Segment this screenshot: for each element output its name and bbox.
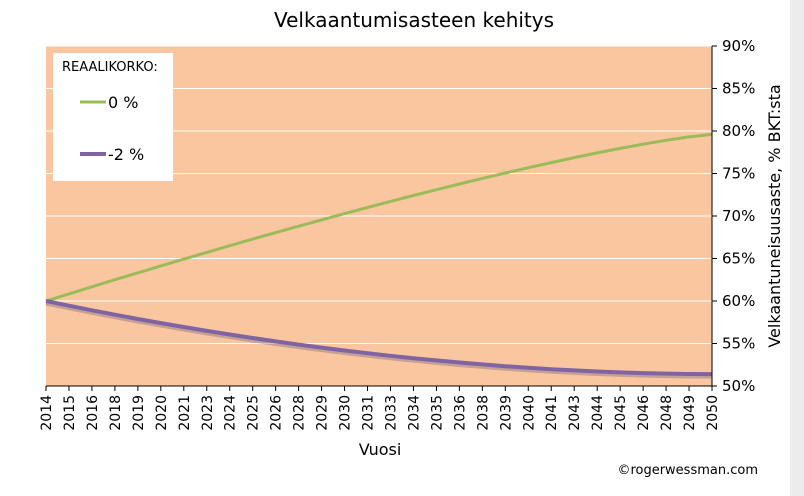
x-tick-label: 2041 bbox=[544, 395, 560, 431]
x-tick-label: 2039 bbox=[498, 395, 514, 431]
x-tick-label: 2014 bbox=[39, 395, 55, 431]
x-tick-label: 2043 bbox=[567, 395, 583, 431]
legend-label-0: 0 % bbox=[108, 93, 138, 112]
x-tick-label: 2018 bbox=[108, 395, 124, 431]
y-tick-label: 90% bbox=[722, 37, 755, 55]
y-tick-label: 70% bbox=[722, 207, 755, 225]
y-tick-labels: 50% 55% 60% 65% 70% 75% 80% 85% 90% bbox=[722, 37, 755, 395]
x-tick-label: 2036 bbox=[452, 395, 468, 431]
chart-title: Velkaantumisasteen kehitys bbox=[274, 8, 554, 32]
series-line-0 bbox=[45, 132, 713, 303]
x-tick-label: 2030 bbox=[338, 395, 354, 431]
x-tick-label: 2021 bbox=[177, 395, 193, 431]
x-tick-label: 2033 bbox=[383, 395, 399, 431]
x-tick-label: 2038 bbox=[475, 395, 491, 431]
axes bbox=[45, 45, 717, 391]
x-tick-label: 2040 bbox=[521, 395, 537, 431]
legend-title: REAALIKORKO: bbox=[62, 60, 158, 75]
legend: REAALIKORKO: 0 % -2 % bbox=[53, 53, 173, 181]
y-tick-label: 80% bbox=[722, 122, 755, 140]
x-tick-label: 2046 bbox=[636, 395, 652, 431]
window-edge bbox=[790, 0, 804, 496]
y-tick-label: 75% bbox=[722, 165, 755, 183]
x-tick-label: 2045 bbox=[613, 395, 629, 431]
x-tick-label: 2048 bbox=[659, 395, 675, 431]
x-tick-label: 2044 bbox=[590, 395, 606, 431]
series-layer bbox=[45, 132, 713, 379]
x-axis-label: Vuosi bbox=[359, 440, 402, 459]
y-tick-label: 50% bbox=[722, 377, 755, 395]
credit-text: ©rogerwessman.com bbox=[617, 463, 758, 478]
y-axis-label: Velkaantuneisuusaste, % BKT:sta bbox=[765, 84, 784, 347]
x-tick-labels: 2014 2015 2016 2018 2019 2020 2021 2023 2024 2025… bbox=[39, 395, 721, 431]
x-tick-label: 2023 bbox=[200, 395, 216, 431]
x-tick-label: 2025 bbox=[246, 395, 262, 431]
x-tick-label: 2050 bbox=[705, 395, 721, 431]
x-tick-label: 2019 bbox=[131, 395, 147, 431]
legend-label-1: -2 % bbox=[108, 145, 144, 164]
x-tick-label: 2026 bbox=[269, 395, 285, 431]
x-tick-label: 2024 bbox=[223, 395, 239, 431]
x-tick-label: 2049 bbox=[682, 395, 698, 431]
y-tick-label: 85% bbox=[722, 80, 755, 98]
x-tick-label: 2029 bbox=[315, 395, 331, 431]
series-line-1 bbox=[45, 299, 713, 377]
x-tick-label: 2015 bbox=[62, 395, 78, 431]
y-tick-label: 65% bbox=[722, 250, 755, 268]
x-tick-label: 2031 bbox=[361, 395, 377, 431]
x-tick-label: 2035 bbox=[429, 395, 445, 431]
x-tick-label: 2020 bbox=[154, 395, 170, 431]
y-tick-label: 55% bbox=[722, 335, 755, 353]
x-tick-label: 2034 bbox=[406, 395, 422, 431]
x-tick-label: 2016 bbox=[85, 395, 101, 431]
x-tick-label: 2028 bbox=[292, 395, 308, 431]
y-tick-label: 60% bbox=[722, 292, 755, 310]
legend-box bbox=[53, 53, 173, 181]
